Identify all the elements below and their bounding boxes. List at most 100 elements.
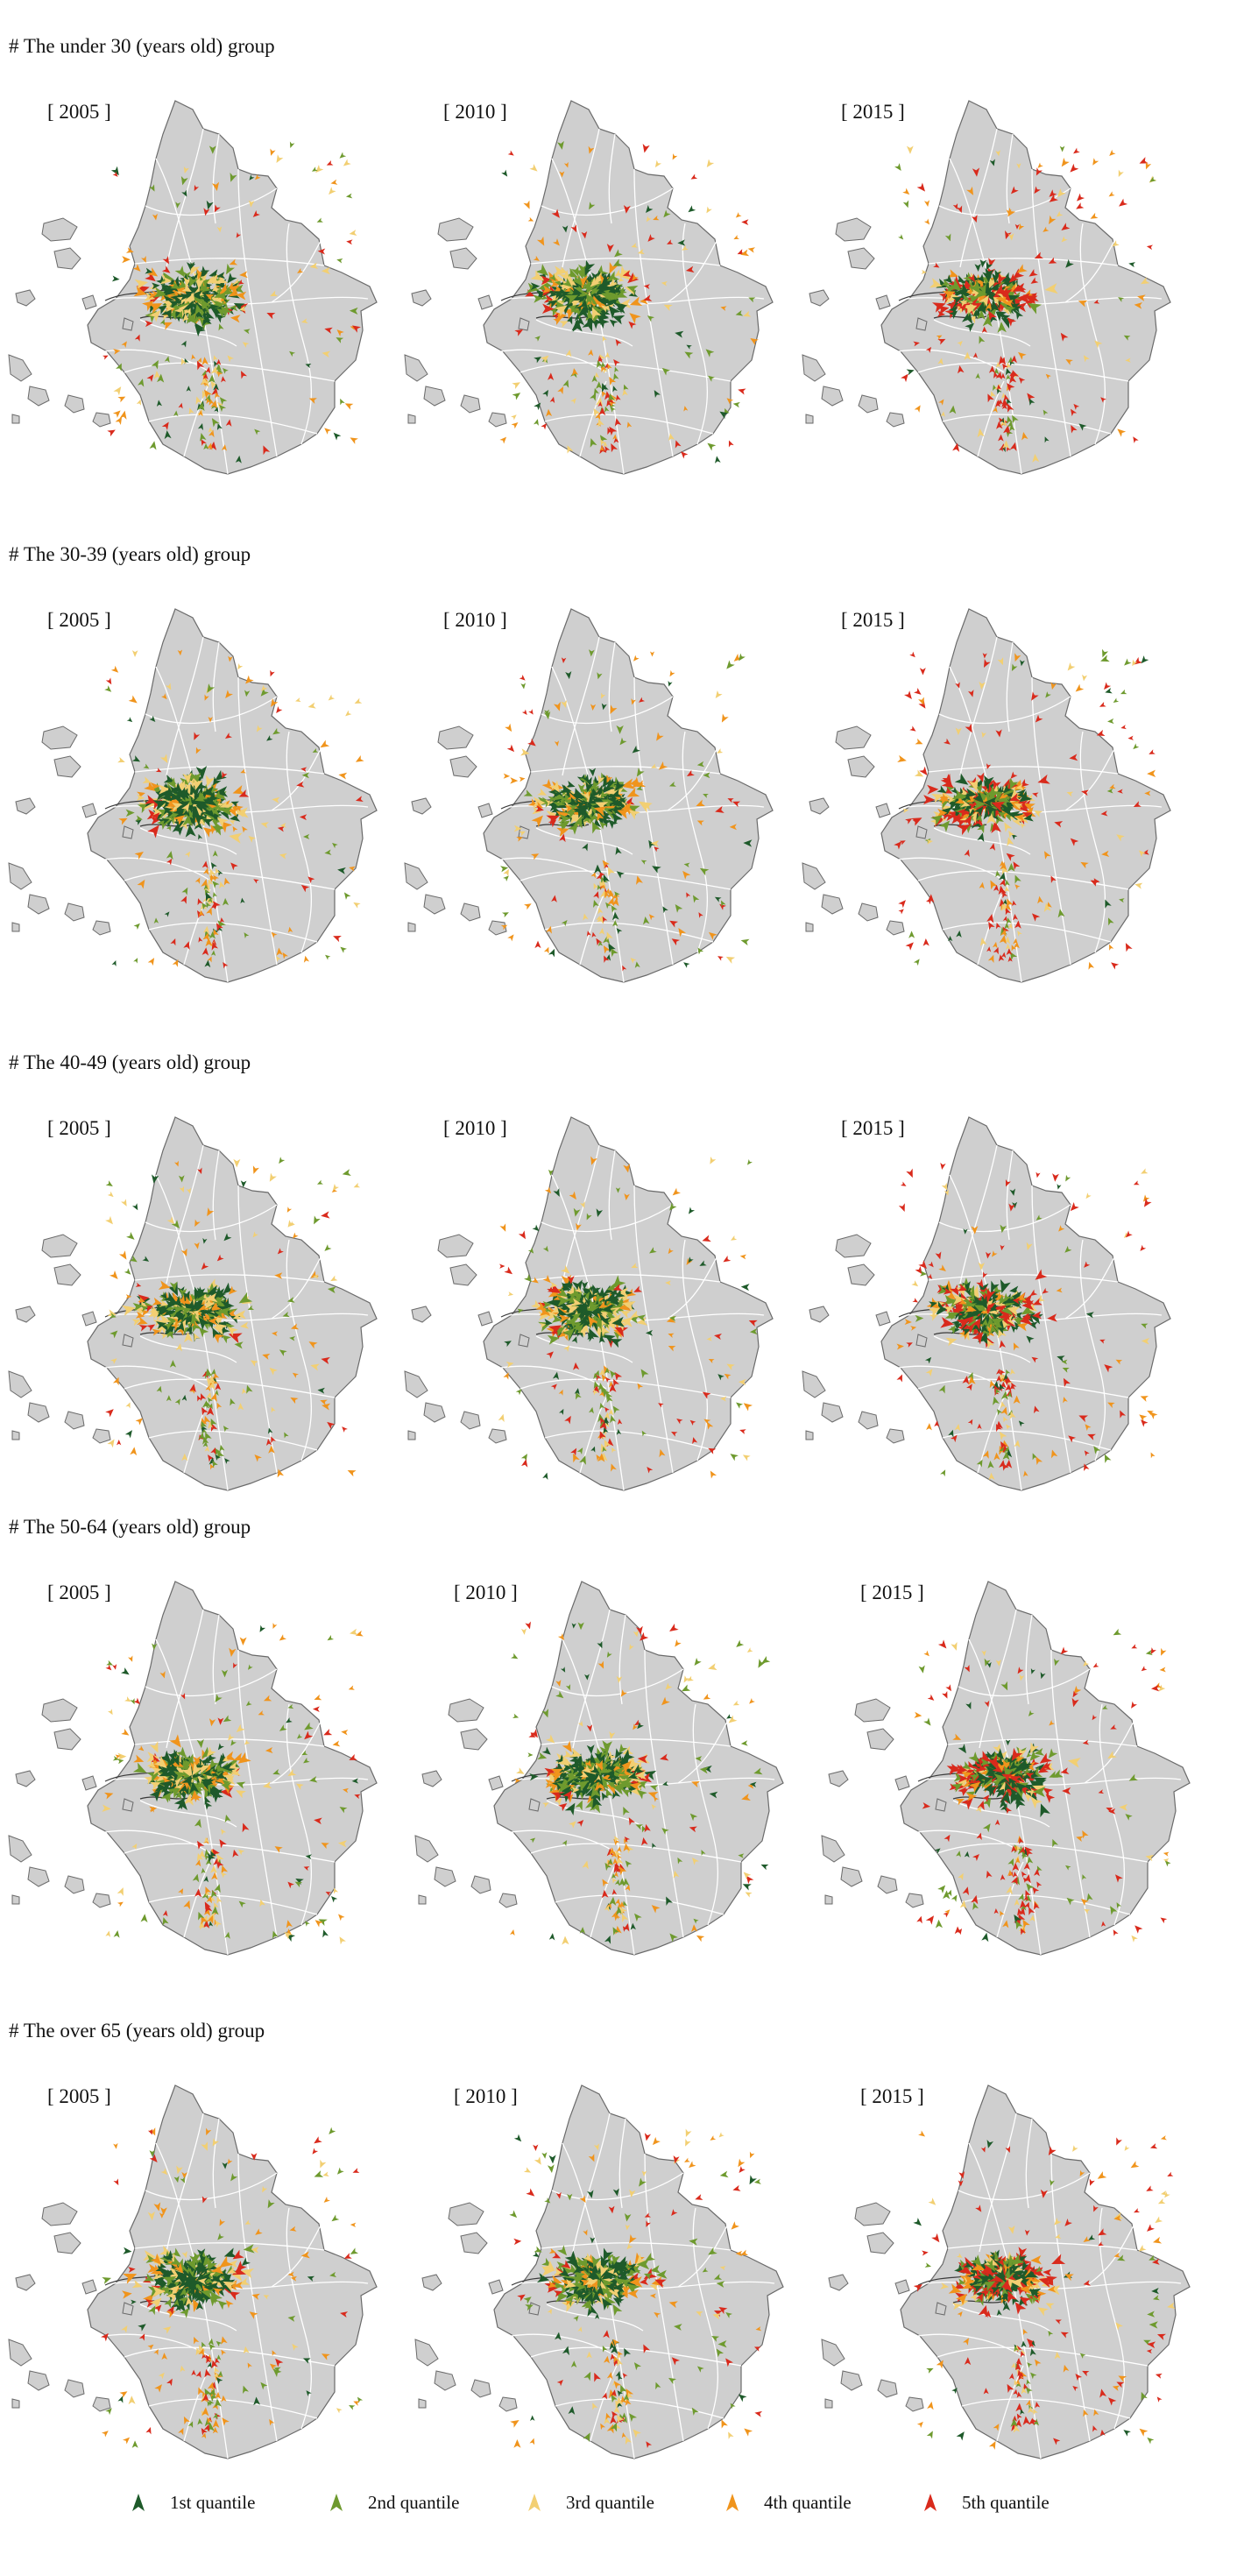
arrow-marker-icon: [295, 697, 301, 703]
arrow-marker-icon: [183, 166, 189, 173]
arrow-marker-icon: [634, 961, 640, 968]
arrow-marker-icon: [972, 1331, 984, 1345]
arrow-marker-icon: [575, 266, 585, 280]
arrow-marker-icon: [588, 1315, 598, 1328]
arrow-marker-icon: [110, 665, 119, 673]
district-boundary: [544, 922, 714, 943]
arrow-marker-icon: [519, 675, 526, 681]
arrow-marker-icon: [611, 1851, 617, 1858]
arrow-marker-icon: [183, 1331, 194, 1343]
arrow-marker-icon: [272, 1623, 278, 1629]
arrow-marker-icon: [209, 1300, 223, 1312]
arrow-marker-icon: [941, 777, 954, 789]
arrow-marker-icon: [962, 815, 972, 827]
arrow-marker-icon: [1084, 1450, 1090, 1456]
arrow-marker-icon: [208, 1381, 216, 1391]
arrow-marker-icon: [149, 441, 157, 450]
arrow-marker-icon: [185, 1753, 194, 1765]
arrow-marker-icon: [181, 1774, 192, 1788]
arrow-marker-icon: [974, 263, 981, 272]
arrow-marker-icon: [1031, 913, 1041, 922]
arrow-marker-icon: [221, 1865, 229, 1874]
arrow-marker-icon: [201, 1756, 212, 1764]
arrow-marker-icon: [621, 1914, 629, 1922]
arrow-marker-icon: [287, 1769, 297, 1776]
arrow-marker-icon: [499, 436, 507, 444]
arrow-marker-icon: [558, 820, 570, 831]
arrow-marker-icon: [224, 1814, 231, 1823]
arrow-marker-icon: [555, 293, 566, 301]
arrow-marker-icon: [675, 903, 683, 913]
arrow-marker-icon: [216, 1854, 224, 1863]
arrow-marker-icon: [215, 392, 221, 399]
district-boundary: [286, 1239, 313, 1461]
arrow-marker-icon: [230, 1398, 236, 1406]
arrow-marker-icon: [333, 432, 342, 441]
arrow-marker-icon: [230, 315, 241, 323]
arrow-marker-icon: [929, 1301, 937, 1308]
arrow-marker-icon: [955, 727, 962, 736]
arrow-marker-icon: [1076, 193, 1085, 202]
arrow-marker-icon: [1005, 1459, 1013, 1468]
district-boundary: [237, 168, 278, 457]
arrow-marker-icon: [659, 1448, 666, 1458]
island-shape: [423, 386, 446, 407]
arrow-marker-icon: [1078, 300, 1088, 308]
arrow-marker-icon: [133, 958, 138, 964]
arrow-marker-icon: [149, 184, 155, 192]
arrow-marker-icon: [155, 768, 162, 773]
arrow-marker-icon: [309, 262, 319, 269]
district-boundary: [541, 1738, 732, 1747]
arrow-marker-icon: [992, 1250, 998, 1257]
arrow-marker-icon: [599, 1369, 605, 1376]
arrow-marker-icon: [622, 388, 628, 397]
arrow-marker-icon: [615, 1748, 624, 1759]
arrow-marker-icon: [987, 393, 994, 403]
arrow-marker-icon: [595, 413, 601, 421]
arrow-marker-icon: [652, 866, 661, 874]
arrow-marker-icon: [599, 1431, 606, 1440]
arrow-marker-icon: [1147, 769, 1156, 778]
arrow-marker-icon: [131, 1319, 141, 1327]
arrow-marker-icon: [563, 1345, 569, 1353]
arrow-marker-icon: [592, 821, 602, 834]
district-boundary: [1031, 676, 1071, 966]
arrow-marker-icon: [635, 1770, 647, 1780]
arrow-marker-icon: [142, 301, 154, 312]
arrow-marker-icon: [640, 1773, 653, 1783]
arrow-marker-icon: [738, 1378, 746, 1386]
arrow-marker-icon: [600, 305, 610, 313]
district-boundary: [1064, 1256, 1115, 1320]
island-shape: [847, 247, 875, 270]
arrow-marker-icon: [210, 1889, 218, 1899]
arrow-marker-icon: [564, 1311, 577, 1322]
arrow-marker-icon: [1006, 948, 1013, 955]
district-boundary: [938, 696, 1071, 724]
arrow-marker-icon: [979, 881, 985, 889]
arrow-marker-icon: [321, 1843, 329, 1850]
island-shape: [423, 894, 446, 915]
island-shape: [805, 1430, 814, 1440]
arrow-marker-icon: [948, 310, 958, 320]
arrow-marker-icon: [585, 781, 594, 793]
arrow-marker-icon: [214, 204, 221, 213]
arrow-marker-icon: [1140, 277, 1150, 285]
arrow-marker-icon: [641, 1430, 647, 1437]
arrow-marker-icon: [164, 287, 176, 296]
island-shape: [835, 725, 872, 750]
arrow-marker-icon: [604, 1905, 610, 1912]
arrow-marker-icon: [183, 941, 190, 951]
arrow-marker-icon: [345, 710, 352, 717]
arrow-marker-icon: [615, 846, 622, 855]
arrow-marker-icon: [152, 287, 167, 298]
arrow-marker-icon: [571, 1336, 577, 1344]
arrow-marker-icon: [299, 814, 307, 821]
arrow-marker-icon: [528, 709, 534, 715]
arrow-marker-icon: [592, 295, 603, 309]
arrow-marker-icon: [1145, 161, 1152, 170]
arrow-marker-icon: [1001, 866, 1009, 875]
arrow-marker-icon: [305, 1921, 310, 1927]
arrow-marker-icon: [199, 318, 211, 331]
arrow-marker-icon: [942, 291, 956, 301]
arrow-marker-icon: [958, 364, 965, 374]
